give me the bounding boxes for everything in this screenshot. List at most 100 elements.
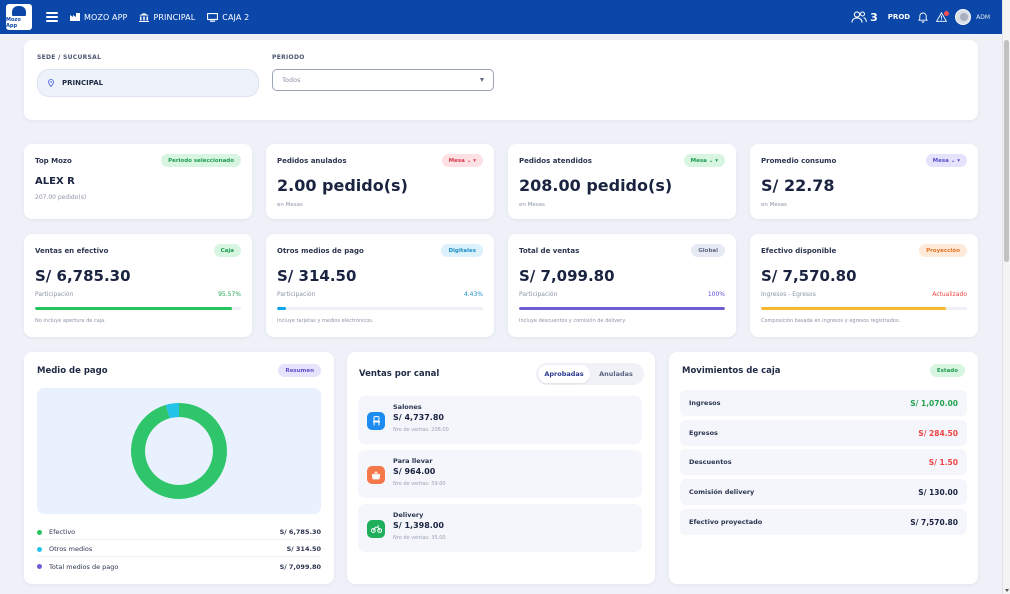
logo-text: Mozo App — [6, 16, 21, 29]
periodo-value: Todos — [282, 76, 301, 84]
donut-chart — [131, 403, 227, 499]
top-navbar: Mozo App MOZO APP PRINCIPAL CAJA 2 3 PRO… — [0, 0, 1002, 34]
scrollbar-thumb[interactable] — [1004, 40, 1009, 262]
kpi-sub: en Mesas — [761, 202, 787, 208]
canal-amount: S/ 964.00 — [393, 467, 436, 476]
legend-dot — [37, 546, 42, 552]
page-scrollbar[interactable] — [1002, 0, 1010, 594]
kpi-title: Otros medios de pago — [277, 247, 364, 255]
participation-progress — [519, 307, 725, 310]
section-title: Movimientos de caja — [682, 366, 781, 376]
kpi-title: Pedidos atendidos — [519, 157, 592, 165]
progress-fill — [761, 307, 947, 310]
canal-amount: S/ 1,398.00 — [393, 521, 444, 530]
warning-icon[interactable] — [936, 11, 950, 22]
proyeccion-badge: Proyección — [919, 244, 967, 257]
mesa-filter-badge[interactable]: Mesa ⌄ ▾ — [683, 154, 725, 167]
medio-pago-card: Medio de pago Resumen Efectivo S/ 6,785.… — [24, 352, 334, 584]
global-badge: Global — [691, 244, 725, 257]
app-logo[interactable]: Mozo App — [6, 4, 32, 30]
card-note: No incluye apertura de caja. — [35, 318, 106, 324]
canal-para-llevar: Para llevar S/ 964.00 Nro de ventas: 59.… — [358, 450, 642, 498]
sede-value: PRINCIPAL — [62, 79, 104, 87]
sede-selector[interactable]: PRINCIPAL — [37, 69, 259, 97]
kpi-value: S/ 22.78 — [761, 176, 835, 195]
formula-row: Ingresos - Egresos Actualizado — [761, 291, 967, 298]
user-label[interactable]: ADM — [976, 13, 990, 21]
users-icon[interactable] — [851, 8, 867, 27]
nav-mozo-app[interactable]: MOZO APP — [70, 13, 127, 22]
legend-label: Efectivo — [49, 528, 76, 536]
participation-label: Participación — [35, 291, 74, 298]
mov-value: S/ 7,570.80 — [910, 517, 958, 527]
period-badge: Periodo seleccionado — [161, 154, 241, 167]
legend-label: Total medios de pago — [49, 562, 119, 571]
environment-label: PROD — [887, 13, 911, 21]
progress-fill — [519, 307, 725, 310]
mesa-filter-badge[interactable]: Mesa ⌄ ▾ — [441, 154, 483, 167]
progress-fill — [277, 307, 287, 310]
mov-value: S/ 130.00 — [918, 487, 958, 497]
estado-badge: Estado — [929, 364, 965, 377]
formula-label: Ingresos - Egresos — [761, 291, 816, 298]
kpi-title: Promedio consumo — [761, 157, 837, 165]
location-pin-icon — [48, 79, 54, 87]
participation-progress — [35, 307, 241, 310]
card-note: Composición basada en ingresos y egresos… — [761, 318, 901, 324]
periodo-select[interactable]: Todos — [272, 69, 494, 91]
kpi-title: Top Mozo — [35, 157, 72, 165]
canal-name: Para llevar — [393, 457, 433, 465]
kpi-value: S/ 7,570.80 — [761, 267, 857, 285]
avatar[interactable] — [955, 9, 972, 25]
online-users-count: 3 — [870, 10, 878, 24]
digitales-badge: Digitales — [441, 244, 483, 257]
cash-progress — [761, 307, 967, 310]
participation-progress — [277, 307, 483, 310]
bell-icon[interactable] — [918, 12, 928, 23]
legend-value: S/ 6,785.30 — [279, 528, 321, 536]
canal-amount: S/ 4,737.80 — [393, 413, 444, 422]
donut-slice-efectivo[interactable] — [131, 403, 227, 499]
legend-row-total: Total medios de pago S/ 7,099.80 — [37, 559, 321, 574]
canal-delivery: Delivery S/ 1,398.00 Nro de ventas: 35.0… — [358, 504, 642, 552]
mesa-filter-badge[interactable]: Mesa ⌄ ▾ — [925, 154, 967, 167]
participation-label: Participación — [277, 291, 316, 298]
bank-icon — [139, 12, 150, 22]
basket-icon — [367, 466, 385, 484]
mov-label: Descuentos — [689, 458, 732, 466]
nav-principal-label: PRINCIPAL — [153, 12, 196, 22]
logo-cloche-icon — [12, 5, 26, 16]
nav-principal[interactable]: PRINCIPAL — [139, 12, 196, 22]
legend-value: S/ 314.50 — [286, 545, 321, 553]
kpi-value: S/ 314.50 — [277, 267, 357, 285]
mov-row-egresos: Egresos S/ 284.50 — [680, 420, 967, 446]
top-mozo-orders: 207.00 pedido(s) — [35, 194, 87, 201]
canal-sales-count: Nro de ventas: 59.00 — [393, 481, 446, 487]
sales-efectivo-card: Ventas en efectivo Caja S/ 6,785.30 Part… — [24, 234, 252, 337]
nav-caja[interactable]: CAJA 2 — [207, 12, 249, 22]
sales-otros-card: Otros medios de pago Digitales S/ 314.50… — [266, 234, 494, 337]
kpi-promedio-consumo: Promedio consumo Mesa ⌄ ▾ S/ 22.78 en Me… — [750, 144, 978, 219]
mov-label: Efectivo proyectado — [689, 518, 763, 526]
nav-mozo-app-label: MOZO APP — [84, 12, 128, 22]
kpi-title: Ventas en efectivo — [35, 247, 109, 255]
tab-anuladas[interactable]: Anuladas — [599, 370, 633, 378]
kpi-value: S/ 7,099.80 — [519, 267, 615, 285]
kpi-pedidos-anulados: Pedidos anulados Mesa ⌄ ▾ 2.00 pedido(s)… — [266, 144, 494, 219]
factory-icon — [70, 13, 80, 21]
topbar-actions: 3 PROD ADM — [851, 8, 990, 27]
mov-row-ingresos: Ingresos S/ 1,070.00 — [680, 390, 967, 416]
participation-row: Participación 95.57% — [35, 291, 241, 298]
mov-value: S/ 284.50 — [918, 428, 958, 438]
movimientos-caja-card: Movimientos de caja Estado Ingresos S/ 1… — [669, 352, 978, 584]
filters-card: SEDE / SUCURSAL PRINCIPAL PERIODO Todos — [24, 40, 978, 120]
section-title: Ventas por canal — [359, 369, 440, 379]
participation-row: Participación 100% — [519, 291, 725, 298]
donut-slice-otros-medios[interactable] — [165, 403, 180, 419]
scroll-down-icon[interactable] — [1005, 589, 1009, 592]
mov-label: Comisión delivery — [689, 488, 755, 496]
tab-aprobadas[interactable]: Aprobadas — [538, 365, 590, 383]
menu-icon[interactable] — [46, 12, 58, 22]
canal-sales-count: Nro de ventas: 35.00 — [393, 535, 446, 541]
kpi-top-mozo: Top Mozo Periodo seleccionado ALEX R 207… — [24, 144, 252, 219]
